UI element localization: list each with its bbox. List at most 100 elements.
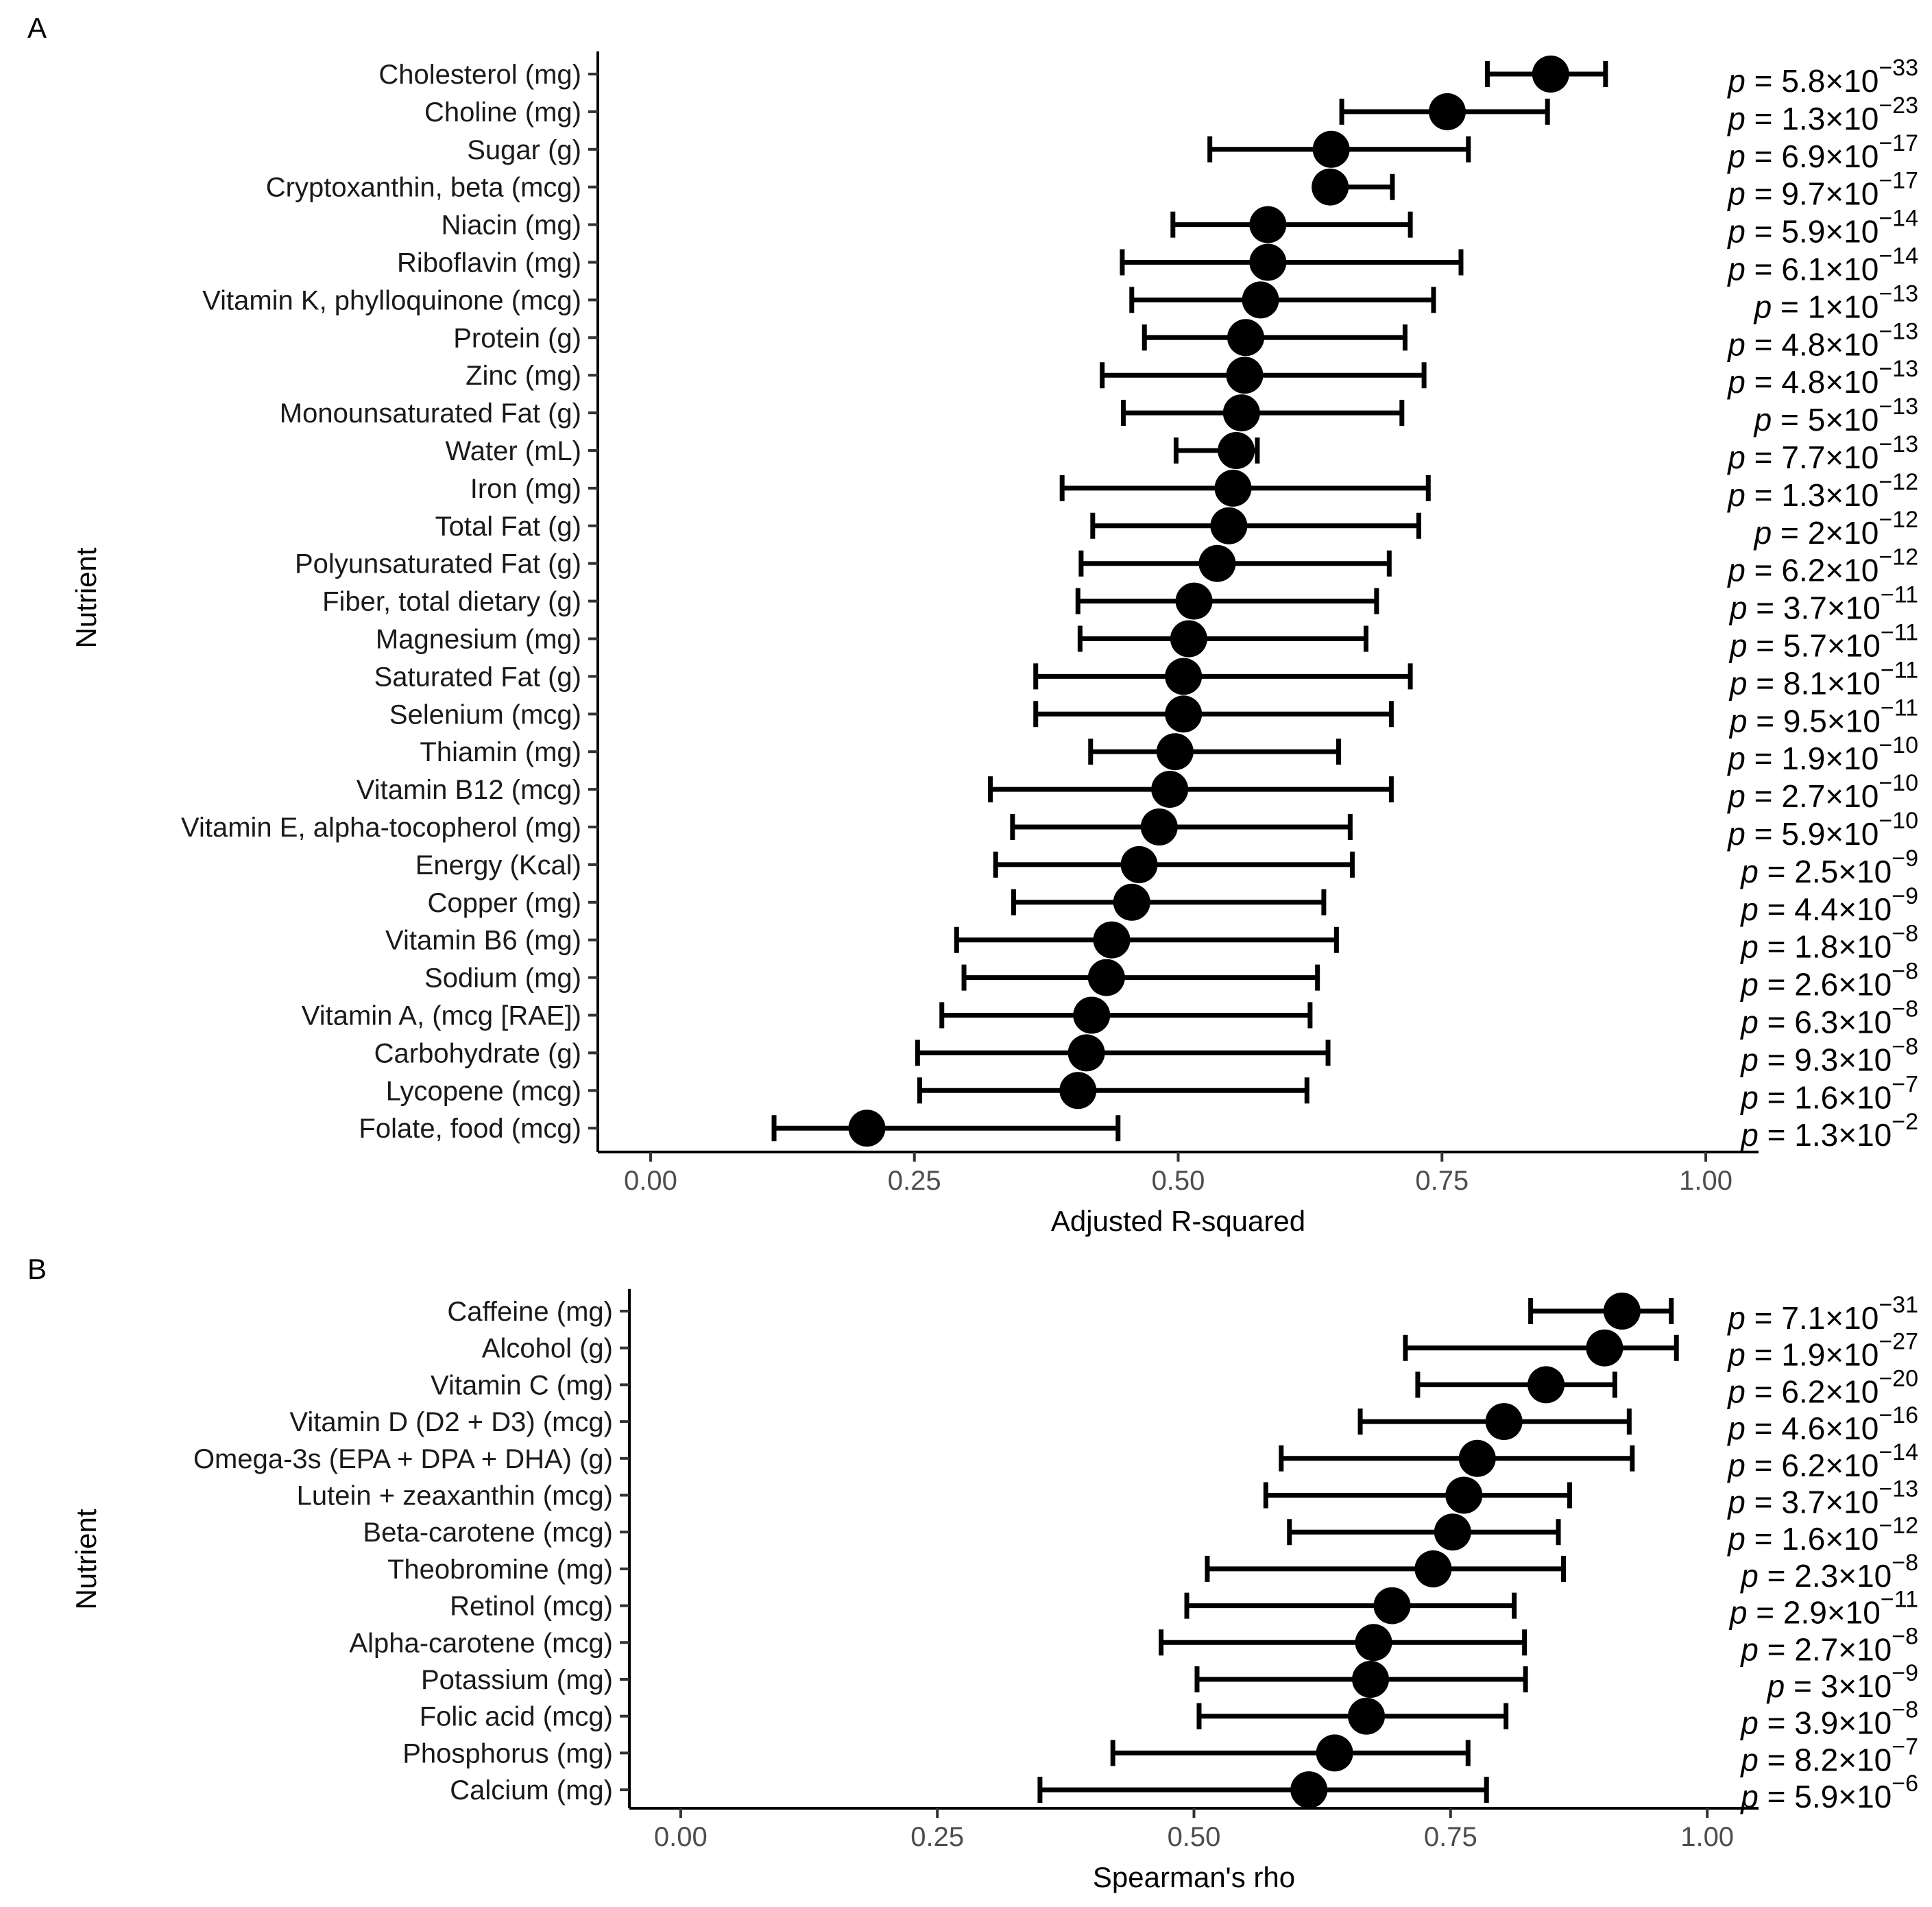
p-equals: =: [1746, 1485, 1781, 1520]
p-times-ten: ×10: [1825, 1374, 1879, 1409]
nutrient-label: Sodium (mg): [424, 963, 581, 994]
nutrient-label: Folic acid (mcg): [420, 1702, 613, 1732]
p-value-label: p = 7.1×10−31: [1726, 1292, 1918, 1336]
p-times-ten: ×10: [1825, 1521, 1879, 1557]
p-symbol: p: [1726, 252, 1746, 287]
nutrient-label: Beta-carotene (mcg): [363, 1518, 613, 1548]
p-equals: =: [1746, 176, 1781, 212]
estimate-point: [1156, 733, 1194, 771]
p-times-ten: ×10: [1838, 1668, 1892, 1704]
p-mantissa: 5.9: [1794, 1779, 1838, 1814]
p-exponent: −11: [1881, 620, 1918, 646]
p-value-label: p = 6.2×10−12: [1726, 544, 1918, 588]
p-value-label: p = 7.7×10−13: [1726, 431, 1918, 475]
estimate-point: [1087, 959, 1125, 996]
nutrient-label: Water (mL): [445, 436, 581, 466]
p-times-ten: ×10: [1825, 214, 1879, 250]
p-value-label: p = 9.7×10−17: [1726, 168, 1918, 212]
p-mantissa: 4.6: [1781, 1411, 1825, 1446]
nutrient-label: Omega-3s (EPA + DPA + DHA) (g): [193, 1444, 613, 1474]
p-mantissa: 6.2: [1781, 553, 1825, 588]
p-times-ten: ×10: [1838, 1705, 1892, 1741]
p-value-label: p = 5.9×10−14: [1726, 206, 1918, 250]
p-value-label: p = 6.1×10−14: [1726, 243, 1918, 287]
estimate-point: [1445, 1476, 1483, 1514]
p-mantissa: 6.3: [1794, 1005, 1838, 1040]
p-equals: =: [1746, 741, 1781, 776]
estimate-point: [1352, 1661, 1390, 1698]
p-equals: =: [1746, 1448, 1781, 1483]
x-tick-label: 0.50: [1152, 1166, 1205, 1196]
nutrient-label: Fiber, total dietary (g): [322, 587, 581, 617]
estimate-point: [1532, 56, 1569, 93]
nutrient-label: Choline (mg): [424, 97, 581, 128]
nutrient-label: Caffeine (mg): [447, 1297, 613, 1327]
estimate-point: [1355, 1624, 1392, 1662]
p-symbol: p: [1726, 741, 1746, 776]
p-exponent: −17: [1879, 130, 1918, 156]
estimate-point: [1175, 582, 1213, 620]
x-tick-label: 0.75: [1415, 1166, 1469, 1196]
estimate-point: [1218, 432, 1255, 469]
nutrient-label: Vitamin K, phylloquinone (mcg): [202, 285, 581, 315]
estimate-point: [1373, 1587, 1411, 1624]
estimate-point: [1140, 808, 1178, 845]
p-equals: =: [1746, 553, 1781, 588]
p-symbol: p: [1726, 1411, 1746, 1446]
p-value-label: p = 1×10−13: [1753, 280, 1918, 324]
estimate-point: [1067, 1034, 1105, 1072]
p-mantissa: 5.8: [1781, 63, 1825, 99]
x-tick-label: 0.25: [910, 1822, 964, 1852]
p-exponent: −9: [1892, 1660, 1918, 1686]
p-mantissa: 2.7: [1781, 778, 1825, 814]
p-exponent: −10: [1879, 732, 1918, 758]
estimate-point: [1227, 319, 1265, 357]
estimate-point: [1312, 130, 1350, 168]
p-mantissa: 2: [1808, 515, 1826, 551]
p-exponent: −8: [1892, 996, 1918, 1022]
p-times-ten: ×10: [1838, 1558, 1892, 1594]
p-exponent: −13: [1879, 394, 1918, 420]
nutrient-label: Folate, food (mcg): [359, 1114, 581, 1144]
p-symbol: p: [1739, 1631, 1759, 1667]
x-tick-label: 0.00: [624, 1166, 677, 1196]
p-mantissa: 9.7: [1781, 176, 1825, 212]
p-times-ten: ×10: [1825, 553, 1879, 588]
p-value-label: p = 4.6×10−16: [1726, 1402, 1918, 1446]
p-mantissa: 8.2: [1794, 1742, 1838, 1777]
p-equals: =: [1746, 816, 1781, 852]
p-equals: =: [1772, 402, 1807, 437]
p-times-ten: ×10: [1825, 1411, 1879, 1446]
p-equals: =: [1747, 628, 1783, 664]
estimate-point: [1586, 1329, 1623, 1367]
p-equals: =: [1746, 214, 1781, 250]
estimate-point: [1113, 883, 1150, 921]
nutrient-label: Vitamin E, alpha-tocopherol (mg): [181, 813, 581, 843]
p-exponent: −7: [1892, 1734, 1918, 1760]
p-times-ten: ×10: [1825, 289, 1879, 324]
p-symbol: p: [1728, 665, 1748, 701]
nutrient-label: Vitamin A, (mcg [RAE]): [302, 1001, 581, 1031]
x-axis-title: Adjusted R-squared: [1051, 1205, 1305, 1237]
estimate-point: [1528, 1366, 1565, 1404]
p-times-ten: ×10: [1838, 1779, 1892, 1814]
p-equals: =: [1759, 1042, 1794, 1077]
p-exponent: −14: [1879, 206, 1918, 232]
nutrient-label: Iron (mg): [470, 474, 581, 504]
p-exponent: −8: [1892, 959, 1918, 985]
p-mantissa: 9.5: [1783, 703, 1827, 739]
p-symbol: p: [1766, 1668, 1785, 1704]
p-exponent: −11: [1881, 657, 1918, 683]
p-mantissa: 7.7: [1781, 440, 1825, 475]
p-times-ten: ×10: [1825, 326, 1879, 362]
estimate-point: [1059, 1072, 1097, 1110]
estimate-point: [1485, 1403, 1523, 1441]
p-symbol: p: [1728, 590, 1748, 626]
p-value-label: p = 2×10−12: [1753, 507, 1918, 551]
nutrient-label: Total Fat (g): [435, 512, 581, 542]
p-exponent: −13: [1879, 431, 1918, 457]
p-symbol: p: [1739, 1117, 1759, 1153]
p-mantissa: 7.1: [1781, 1300, 1825, 1336]
nutrient-label: Alpha-carotene (mcg): [349, 1628, 613, 1658]
p-symbol: p: [1726, 440, 1746, 475]
